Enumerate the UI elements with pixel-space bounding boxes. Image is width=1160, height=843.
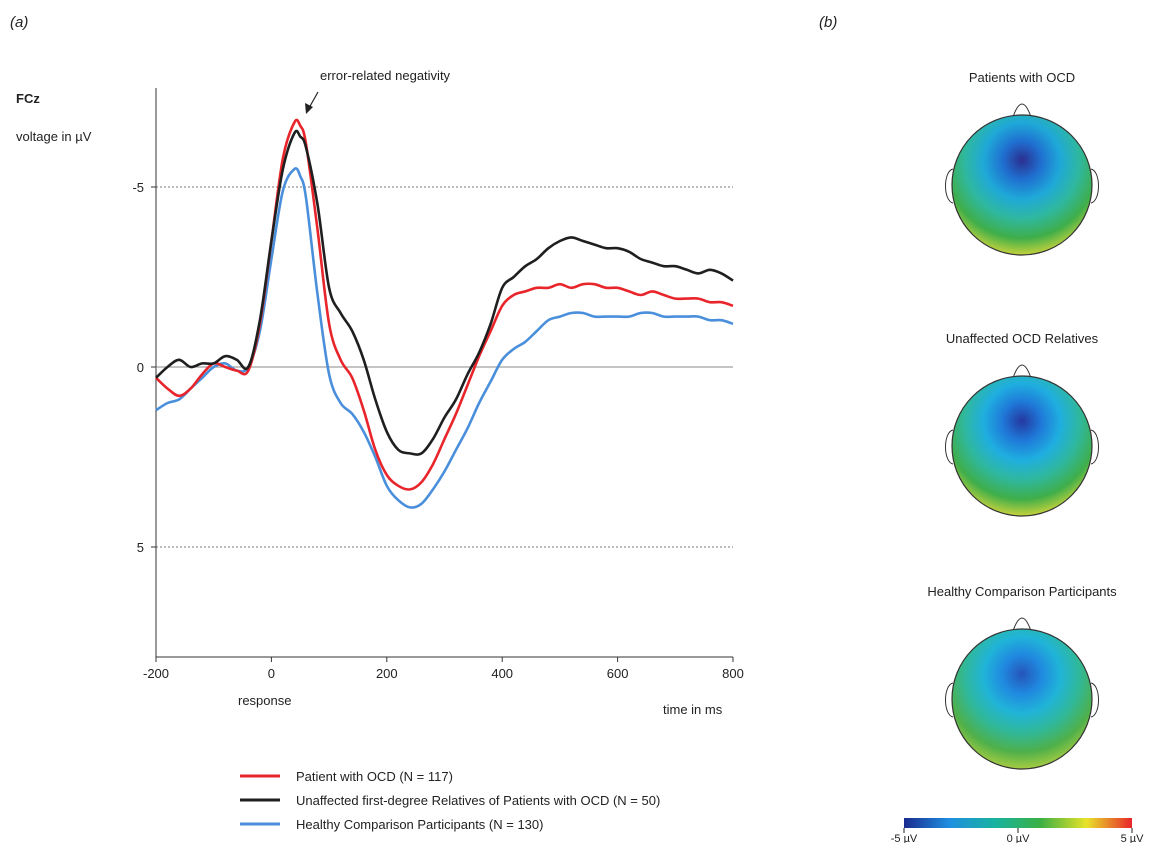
scalp-map	[951, 628, 1093, 770]
x-tick-label: 600	[607, 666, 629, 681]
x-tick-label: 0	[268, 666, 275, 681]
channel-label: FCz	[16, 91, 40, 106]
y-tick-label: 0	[137, 360, 144, 375]
nose-outline	[1012, 364, 1032, 379]
scalp-map	[951, 114, 1093, 256]
x-tick-label: 800	[722, 666, 744, 681]
nose-outline	[1012, 617, 1032, 632]
y-tick-label: 5	[137, 540, 144, 555]
ern-arrow	[305, 91, 319, 114]
right-ear-outline	[1090, 429, 1099, 465]
x-tick-label: 200	[376, 666, 398, 681]
reference-lines	[156, 186, 733, 548]
x-tick-label: -200	[143, 666, 169, 681]
colorbar-tick-max: 5 µV	[1121, 833, 1145, 843]
colorbar-tick-mid: 0 µV	[1007, 833, 1031, 843]
left-ear-outline	[945, 429, 954, 465]
colorbar: -5 µV 0 µV 5 µV	[891, 818, 1144, 843]
topo-map-healthy	[945, 617, 1099, 770]
panel-b-label: (b)	[819, 14, 837, 31]
tick-labels: -200 0 200 400 600 800 -5 0 5	[132, 180, 743, 681]
left-ear-outline	[945, 168, 954, 204]
series-line-healthy	[155, 167, 734, 509]
topo-title-healthy: Healthy Comparison Participants	[927, 584, 1117, 599]
legend-label-healthy: Healthy Comparison Participants (N = 130…	[296, 817, 543, 832]
series-lines	[155, 118, 734, 509]
y-tick-label: -5	[132, 180, 144, 195]
left-ear-outline	[945, 682, 954, 718]
x-tick-label: 400	[491, 666, 513, 681]
topo-map-relatives	[945, 364, 1099, 517]
ern-annotation: error-related negativity	[320, 68, 451, 83]
x-axis-label: time in ms	[663, 702, 723, 717]
axes	[155, 88, 733, 658]
series-line-relatives	[155, 129, 734, 456]
topo-map-ocd	[945, 103, 1099, 256]
topo-title-ocd: Patients with OCD	[969, 70, 1075, 85]
legend-label-ocd: Patient with OCD (N = 117)	[296, 769, 453, 784]
y-axis-label: voltage in µV	[16, 129, 92, 144]
nose-outline	[1012, 103, 1032, 118]
right-ear-outline	[1090, 682, 1099, 718]
colorbar-tick-min: -5 µV	[891, 833, 918, 843]
x-sublabel-response: response	[238, 693, 291, 708]
colorbar-gradient	[904, 818, 1132, 828]
legend-label-relatives: Unaffected first-degree Relatives of Pat…	[296, 793, 660, 808]
topography-panel: Patients with OCD Unaffected OCD Relativ…	[927, 70, 1117, 770]
legend: Patient with OCD (N = 117) Unaffected fi…	[240, 769, 660, 832]
right-ear-outline	[1090, 168, 1099, 204]
erp-waveform-plot: FCz voltage in µV -200 0 200 400 600 800-505 …	[16, 68, 744, 717]
topo-title-relatives: Unaffected OCD Relatives	[946, 331, 1099, 346]
panel-a-label: (a)	[10, 14, 28, 31]
scalp-map	[951, 375, 1093, 517]
series-line-ocd	[155, 118, 734, 491]
